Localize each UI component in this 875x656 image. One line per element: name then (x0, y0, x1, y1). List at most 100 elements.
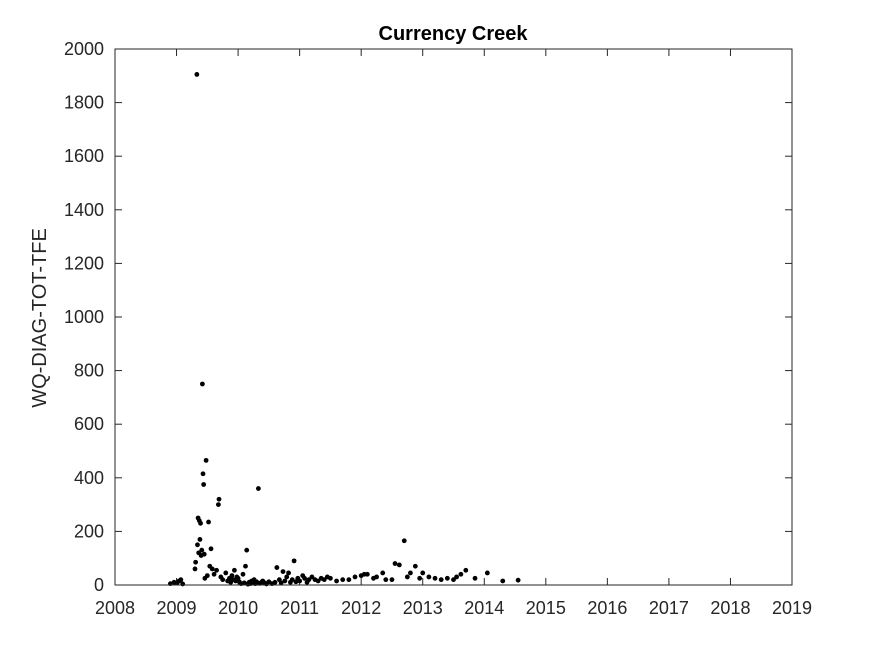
y-tick-label: 2000 (64, 39, 104, 59)
data-point (200, 471, 206, 477)
data-point (286, 570, 291, 576)
x-tick-label: 2010 (218, 598, 258, 618)
data-point (282, 578, 288, 584)
data-point (389, 577, 395, 583)
x-tick-label: 2016 (587, 598, 627, 618)
data-point (244, 547, 250, 553)
data-point (392, 561, 398, 566)
x-tick-label: 2019 (772, 598, 812, 618)
y-tick-label: 0 (94, 575, 104, 595)
data-point (229, 573, 235, 579)
data-point (199, 547, 205, 553)
x-tick-label: 2018 (710, 598, 750, 618)
data-point (417, 575, 423, 581)
data-point (198, 520, 203, 526)
data-point (280, 569, 286, 574)
data-point (203, 457, 209, 463)
data-point (334, 578, 339, 584)
data-point (396, 562, 402, 568)
y-tick-label: 1800 (64, 93, 104, 113)
data-point (278, 580, 284, 586)
data-point (284, 574, 290, 580)
data-point (232, 567, 237, 573)
data-point (302, 575, 307, 581)
data-point (256, 486, 261, 491)
data-point (297, 578, 303, 584)
data-point (192, 566, 198, 572)
x-tick-label: 2014 (464, 598, 504, 618)
data-point (346, 577, 352, 583)
x-tick-label: 2009 (157, 598, 197, 618)
data-point (208, 546, 214, 552)
data-point (206, 519, 211, 525)
data-point (193, 559, 199, 565)
y-tick-label: 400 (74, 468, 104, 488)
data-point (463, 567, 469, 573)
data-point (438, 577, 444, 583)
data-point (216, 496, 222, 502)
data-point (380, 570, 386, 576)
data-point (444, 575, 450, 581)
plot-area-frame (114, 48, 793, 586)
data-point (216, 502, 221, 507)
data-point (426, 574, 432, 580)
data-point (364, 571, 370, 577)
data-point (291, 558, 297, 564)
data-point (458, 571, 464, 577)
x-tick-label: 2013 (403, 598, 443, 618)
y-tick-label: 1000 (64, 307, 104, 327)
data-point (214, 567, 219, 573)
data-point (272, 579, 278, 585)
data-point (289, 577, 295, 583)
data-point (500, 578, 506, 584)
data-point (220, 577, 226, 583)
data-point (484, 570, 490, 576)
data-point (241, 580, 247, 586)
data-point (408, 570, 413, 576)
y-tick-label: 200 (74, 521, 104, 541)
x-tick-label: 2017 (649, 598, 689, 618)
data-point (374, 574, 379, 580)
data-point (401, 538, 407, 544)
y-tick-label: 1200 (64, 253, 104, 273)
data-point (515, 577, 521, 583)
x-tick-label: 2012 (341, 598, 381, 618)
data-point (180, 581, 186, 587)
y-tick-label: 1600 (64, 146, 104, 166)
data-point (454, 574, 459, 580)
data-point (352, 574, 358, 580)
axis-ticks: 2008 2009 2010 2011 2012 2013 2014 2015 2016 2017… (64, 39, 812, 618)
data-point (243, 563, 248, 569)
data-point (194, 72, 200, 77)
data-point (432, 575, 438, 581)
data-point (420, 570, 426, 576)
data-point (472, 575, 478, 581)
y-axis-label: WQ-DIAG-TOT-TFE (29, 228, 51, 408)
data-point (412, 563, 418, 569)
data-point (199, 381, 205, 387)
data-point (328, 575, 333, 581)
data-point (240, 571, 246, 577)
data-point (204, 573, 210, 579)
data-point (223, 570, 229, 576)
data-point (197, 537, 203, 542)
x-tick-label: 2015 (526, 598, 566, 618)
y-tick-label: 1400 (64, 200, 104, 220)
data-point (211, 571, 217, 577)
data-point (201, 482, 207, 487)
x-tick-label: 2008 (95, 598, 135, 618)
data-point (383, 577, 389, 583)
y-tick-label: 600 (74, 414, 104, 434)
data-point (274, 565, 280, 570)
data-point (201, 551, 207, 557)
data-point (404, 574, 410, 580)
chart-title: Currency Creek (379, 23, 529, 45)
data-point (195, 542, 200, 548)
y-tick-label: 800 (74, 361, 104, 381)
data-point (340, 577, 346, 583)
data-point (209, 566, 215, 572)
data-point (178, 577, 184, 583)
x-tick-label: 2011 (280, 598, 319, 618)
